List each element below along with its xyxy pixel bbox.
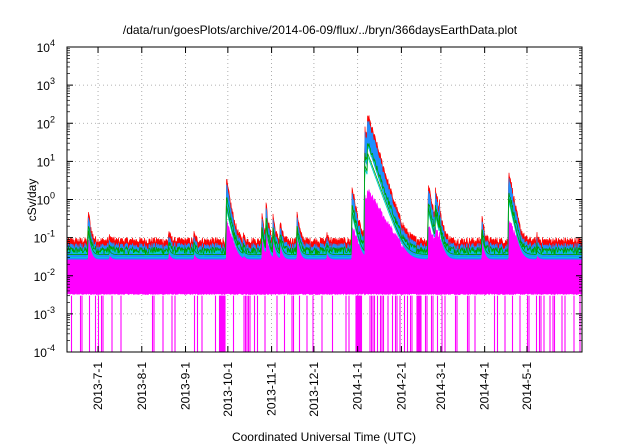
y-tick-label: 10-2 <box>34 267 55 284</box>
y-tick-label: 102 <box>37 114 55 131</box>
series-cyan <box>67 144 582 259</box>
plot-area <box>67 115 582 352</box>
y-tick-label: 100 <box>37 191 55 208</box>
x-tick-label: 2013-7-1 <box>91 362 105 410</box>
x-tick-label: 2014-2-1 <box>394 362 408 410</box>
y-tick-label: 10-4 <box>34 343 55 360</box>
x-tick-label: 2013-11-1 <box>265 362 279 416</box>
x-axis-ticks: 2013-7-1 2013-8-1 2013-9-1 2013-10-1 2013-11… <box>91 362 534 417</box>
ticks <box>67 46 582 353</box>
x-tick-label: 2014-5-1 <box>520 362 534 410</box>
x-tick-label: 2014-4-1 <box>478 362 492 410</box>
y-tick-label: 104 <box>37 38 55 55</box>
x-tick-label: 2014-1-1 <box>351 362 365 410</box>
x-tick-label: 2013-10-1 <box>221 362 235 417</box>
x-tick-label: 2013-9-1 <box>179 362 193 410</box>
y-tick-label: 10-3 <box>34 305 55 322</box>
y-axis-label: cSv/day <box>25 179 39 222</box>
series-magenta-dropouts <box>70 295 581 352</box>
y-axis-ticks: 10-4 10-3 10-2 10-1 100 101 102 103 104 <box>34 38 55 360</box>
y-tick-label: 103 <box>37 76 55 93</box>
x-tick-label: 2014-3-1 <box>434 362 448 410</box>
y-tick-label: 101 <box>37 152 55 169</box>
y-tick-label: 10-1 <box>34 229 55 246</box>
chart-title: /data/run/goesPlots/archive/2014-06-09/f… <box>123 23 518 37</box>
series-blue <box>67 120 582 260</box>
x-tick-label: 2013-8-1 <box>135 362 149 410</box>
x-tick-label: 2013-12-1 <box>307 362 321 417</box>
x-axis-label: Coordinated Universal Time (UTC) <box>232 430 416 444</box>
series-green <box>67 142 582 256</box>
